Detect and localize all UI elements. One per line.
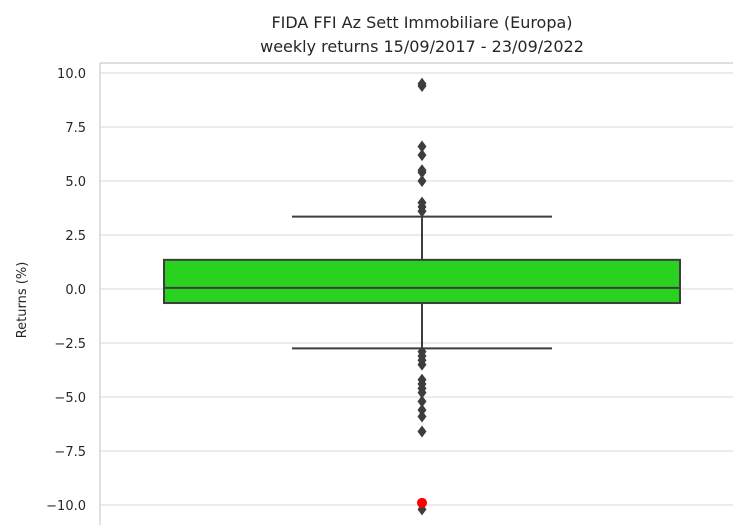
outlier-point <box>417 395 427 408</box>
y-tick-label: −10.0 <box>46 499 86 514</box>
y-tick-label: 5.0 <box>65 175 86 190</box>
y-tick-label: 0.0 <box>65 283 86 298</box>
outlier-point <box>417 386 427 399</box>
outlier-point <box>417 425 427 438</box>
highlighted-point <box>417 497 427 508</box>
outlier-point <box>417 140 427 153</box>
outlier-point <box>417 175 427 187</box>
chart-title: FIDA FFI Az Sett Immobiliare (Europa) <box>271 13 572 32</box>
chart-subtitle: weekly returns 15/09/2017 - 23/09/2022 <box>260 37 584 56</box>
outliers <box>417 77 427 516</box>
outlier-point <box>417 149 427 162</box>
outlier-point <box>417 166 427 179</box>
outlier-point <box>417 358 427 371</box>
outlier-point <box>417 403 427 416</box>
plot-frame <box>99 62 733 525</box>
outlier-point <box>417 410 427 423</box>
y-tick-label: −2.5 <box>54 337 86 352</box>
y-axis-label: Returns (%) <box>15 262 30 339</box>
y-tick-label: 7.5 <box>65 121 86 136</box>
y-tick-labels: 10.0 7.5 5.0 2.5 0.0 −2.5 −5.0 −7.5 −10.0 <box>46 67 86 514</box>
interquartile-box <box>163 258 681 305</box>
y-tick-label: −5.0 <box>54 391 86 406</box>
box <box>163 258 681 305</box>
outlier-point <box>417 205 427 218</box>
y-tick-label: −7.5 <box>54 445 86 460</box>
y-tick-label: 2.5 <box>65 229 86 244</box>
outlier-point <box>417 77 427 90</box>
y-tick-label: 10.0 <box>57 67 86 82</box>
